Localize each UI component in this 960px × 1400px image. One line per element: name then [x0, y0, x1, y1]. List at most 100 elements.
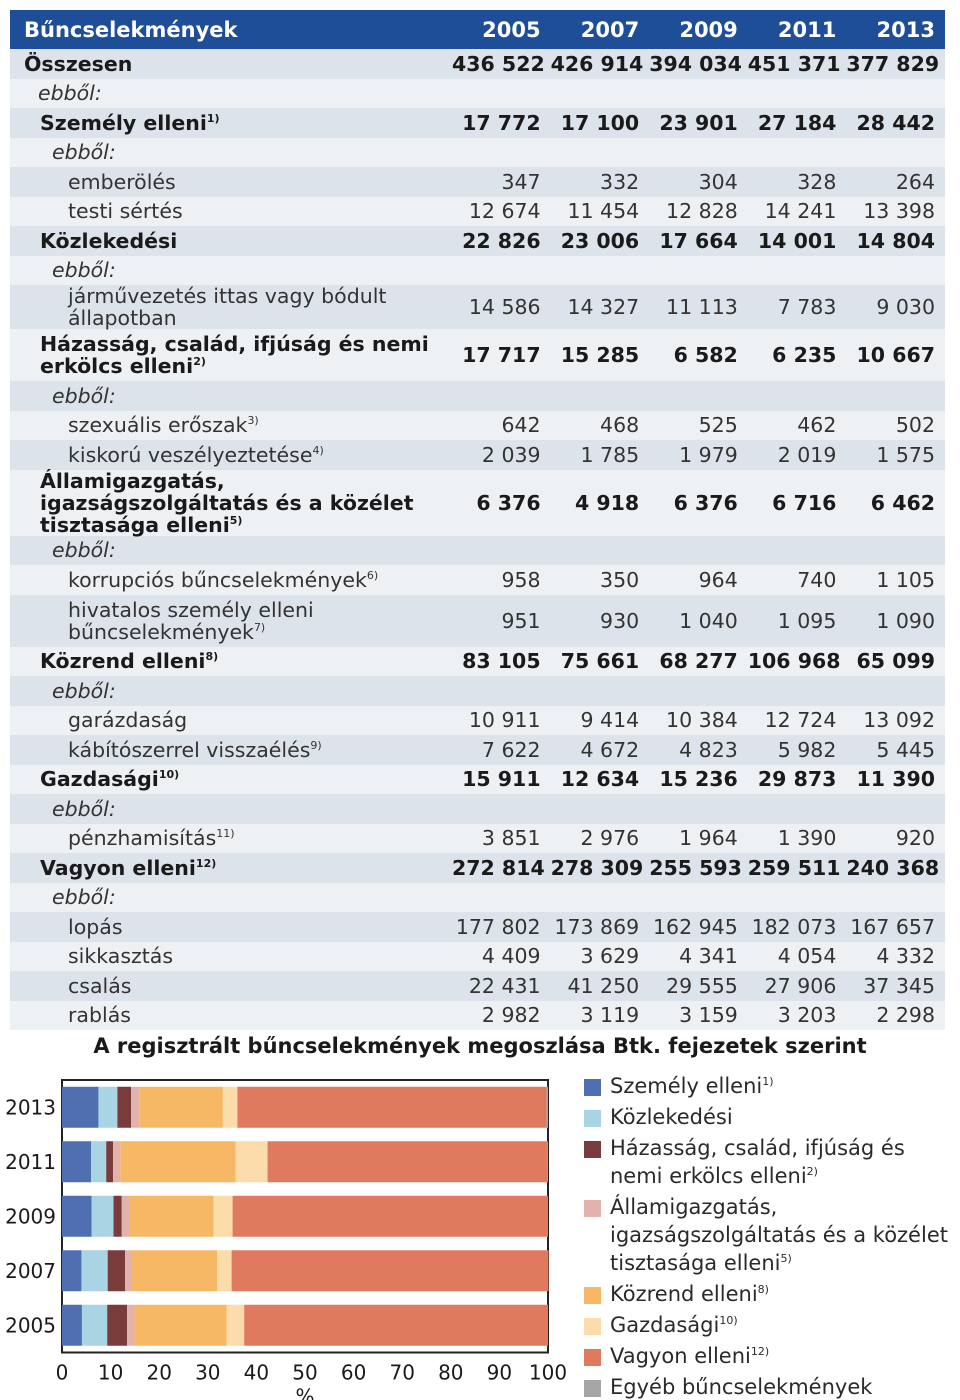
row-value: 17 100: [550, 108, 650, 138]
row-value: [452, 794, 551, 824]
bar-segment: [107, 1250, 126, 1292]
legend-item: Vagyon elleni12): [584, 1342, 956, 1370]
table-row: Államigazgatás, igazságszolgáltatás és a…: [10, 469, 945, 536]
row-value: 12 724: [747, 705, 847, 735]
table-row: Közlekedési 22 826 23 006 17 664 14 001 14 80…: [10, 226, 945, 256]
footnote-ref: 10): [158, 768, 180, 782]
row-value: 264: [846, 167, 945, 197]
row-value: [846, 794, 945, 824]
table-row: korrupciós bűncselekmények6) 958 350 964 740…: [10, 565, 945, 595]
row-label: emberölés: [10, 167, 452, 197]
legend-swatch: [584, 1287, 601, 1304]
table-row: emberölés 347 332 304 328 264: [10, 167, 945, 197]
row-value: 11 113: [649, 285, 748, 329]
row-value: 13 398: [846, 196, 945, 226]
row-value: [747, 137, 847, 167]
row-value: 27 184: [747, 108, 847, 138]
row-value: 4 409: [452, 941, 551, 971]
table-row: testi sértés 12 674 11 454 12 828 14 241 13 3…: [10, 196, 945, 226]
row-label-text: sikkasztás: [68, 944, 174, 969]
row-label: hivatalos személy elleni bűncselekmények…: [10, 594, 452, 647]
table-row: ebből:: [10, 882, 945, 912]
legend-swatch: [584, 1200, 601, 1217]
row-label: rablás: [10, 1000, 452, 1030]
row-value: 377 829: [846, 49, 945, 79]
row-value: [747, 882, 847, 912]
table-row: pénzhamisítás11) 3 851 2 976 1 964 1 390 920: [10, 823, 945, 853]
row-label: kiskorú veszélyeztetése4): [10, 440, 452, 470]
row-value: 2 039: [452, 440, 551, 470]
bar-segment: [244, 1304, 548, 1346]
row-value: 3 203: [747, 1000, 847, 1030]
row-value: 4 332: [846, 941, 945, 971]
table-row: Közrend elleni8) 83 105 75 661 68 277 106 96…: [10, 646, 945, 676]
row-value: [550, 137, 650, 167]
row-value: [649, 535, 748, 565]
row-value: 65 099: [846, 646, 945, 676]
bar-segment: [107, 1304, 128, 1346]
row-label-text: ebből:: [52, 885, 116, 910]
row-value: 29 873: [747, 764, 847, 794]
legend-swatch: [584, 1110, 601, 1127]
row-value: [846, 78, 945, 108]
legend-label: Egyéb bűncselekmények: [610, 1375, 873, 1399]
row-value: 29 555: [649, 971, 748, 1001]
row-value: 7 783: [747, 285, 847, 329]
row-value: 426 914: [550, 49, 650, 79]
row-value: [452, 255, 551, 285]
footnote-ref: 3): [247, 414, 259, 428]
row-value: 740: [747, 565, 847, 595]
legend-item: Gazdasági10): [584, 1311, 956, 1339]
row-value: 11 390: [846, 764, 945, 794]
row-value: 964: [649, 565, 748, 595]
row-value: 468: [550, 410, 650, 440]
row-value: [452, 137, 551, 167]
bar-segment: [237, 1086, 547, 1128]
row-value: [649, 255, 748, 285]
legend-swatch: [584, 1380, 601, 1397]
footnote-ref: 2): [193, 355, 206, 369]
row-value: [452, 78, 551, 108]
legend-label: Közlekedési: [610, 1105, 733, 1129]
row-label-text: ebből:: [52, 538, 116, 563]
table-row: kábítószerrel visszaélés9) 7 622 4 672 4 82…: [10, 735, 945, 765]
row-value: 350: [550, 565, 650, 595]
bar-segment: [91, 1195, 114, 1237]
row-value: 1 095: [747, 594, 847, 647]
row-value: 177 802: [452, 912, 551, 942]
bar-segment: [91, 1141, 107, 1183]
row-value: 3 629: [550, 941, 650, 971]
row-value: 930: [550, 594, 650, 647]
row-value: 15 236: [649, 764, 748, 794]
header-label: Bűncselekmények: [10, 10, 452, 49]
row-value: [649, 137, 748, 167]
row-label-text: ebből:: [52, 678, 116, 703]
table-row: garázdaság 10 911 9 414 10 384 12 724 13 092: [10, 705, 945, 735]
row-value: 12 634: [550, 764, 650, 794]
x-tick-label: 40: [244, 1361, 269, 1385]
row-value: 1 785: [550, 440, 650, 470]
footnote-ref: 5): [780, 1252, 792, 1265]
bar-segment: [62, 1195, 92, 1237]
table-row: Összesen 436 522 426 914 394 034 451 371 377 …: [10, 49, 945, 79]
x-tick-label: 90: [487, 1361, 512, 1385]
row-value: [747, 381, 847, 411]
bar-segment: [113, 1195, 122, 1237]
legend-swatch: [584, 1141, 601, 1158]
row-value: 17 717: [452, 329, 551, 381]
row-value: 2 298: [846, 1000, 945, 1030]
row-value: [452, 381, 551, 411]
bar-segment: [131, 1086, 140, 1128]
row-value: 23 901: [649, 108, 748, 138]
legend-label: Gazdasági: [610, 1313, 720, 1337]
row-value: 2 019: [747, 440, 847, 470]
row-value: 17 664: [649, 226, 748, 256]
legend-swatch: [584, 1349, 601, 1366]
row-label: Házasság, család, ifjúság és nemi erkölc…: [10, 329, 452, 381]
row-value: [550, 535, 650, 565]
bar-segment: [117, 1086, 132, 1128]
row-value: 15 285: [550, 329, 650, 381]
row-value: [846, 535, 945, 565]
row-value: 6 376: [649, 469, 748, 536]
